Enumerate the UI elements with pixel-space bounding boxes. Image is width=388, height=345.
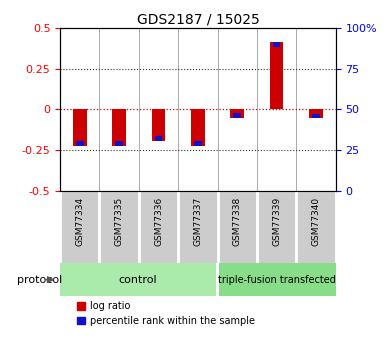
Text: GSM77335: GSM77335: [115, 197, 124, 246]
Bar: [76, 141, 83, 146]
Text: GSM77340: GSM77340: [312, 197, 320, 246]
Bar: [60, 263, 216, 296]
Bar: [234, 113, 241, 118]
Text: GSM77339: GSM77339: [272, 197, 281, 246]
Bar: [309, 109, 323, 118]
Bar: [152, 109, 165, 141]
Text: GSM77338: GSM77338: [233, 197, 242, 246]
Bar: [230, 109, 244, 118]
Text: GSM77337: GSM77337: [193, 197, 203, 246]
Bar: [115, 141, 123, 146]
Bar: [194, 141, 202, 146]
Bar: [312, 114, 320, 118]
Text: protocol: protocol: [17, 275, 63, 285]
Text: GSM77336: GSM77336: [154, 197, 163, 246]
Bar: [273, 42, 281, 47]
Text: GSM77334: GSM77334: [75, 197, 84, 246]
Text: triple-fusion transfected: triple-fusion transfected: [218, 275, 336, 285]
Bar: [155, 136, 162, 141]
Text: control: control: [119, 275, 158, 285]
Title: GDS2187 / 15025: GDS2187 / 15025: [137, 12, 259, 27]
Bar: [191, 109, 205, 146]
Bar: [73, 109, 87, 146]
Legend: log ratio, percentile rank within the sample: log ratio, percentile rank within the sa…: [73, 297, 259, 330]
Bar: [270, 42, 284, 109]
Bar: [112, 109, 126, 146]
Bar: [219, 263, 336, 296]
